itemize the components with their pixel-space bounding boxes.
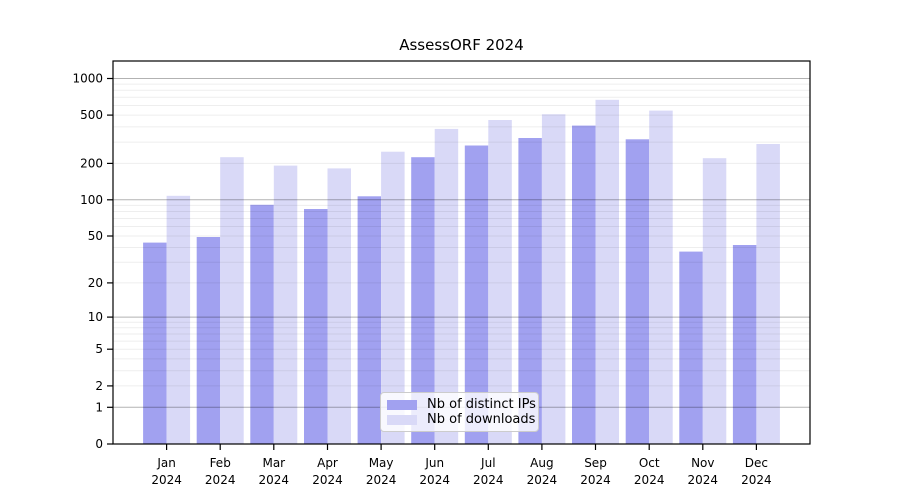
y-tick-label-0: 0 bbox=[95, 437, 103, 451]
y-tick-label-1000: 1000 bbox=[72, 72, 103, 86]
bar-distinct-ips-sep bbox=[572, 125, 596, 444]
x-tick-label-year-oct: 2024 bbox=[634, 473, 665, 487]
x-tick-label-year-dec: 2024 bbox=[741, 473, 772, 487]
chart-title: AssessORF 2024 bbox=[399, 36, 524, 54]
y-tick-label-1: 1 bbox=[95, 400, 103, 414]
x-tick-label-month-jan: Jan bbox=[156, 456, 176, 470]
bar-distinct-ips-jun bbox=[411, 157, 435, 444]
x-tick-label-month-oct: Oct bbox=[639, 456, 660, 470]
x-tick-label-month-mar: Mar bbox=[262, 456, 285, 470]
y-tick-label-50: 50 bbox=[88, 229, 103, 243]
x-tick-label-year-jan: 2024 bbox=[151, 473, 182, 487]
legend-item-distinct-ips: Nb of distinct IPs bbox=[387, 397, 536, 412]
x-tick-label-month-sep: Sep bbox=[584, 456, 607, 470]
bar-downloads-apr bbox=[327, 168, 351, 444]
x-tick-label-year-apr: 2024 bbox=[312, 473, 343, 487]
y-tick-label-5: 5 bbox=[95, 342, 103, 356]
x-tick-label-year-jun: 2024 bbox=[419, 473, 450, 487]
bar-downloads-dec bbox=[756, 144, 780, 444]
x-tick-label-month-dec: Dec bbox=[745, 456, 768, 470]
x-tick-label-year-mar: 2024 bbox=[259, 473, 290, 487]
x-tick-label-year-may: 2024 bbox=[366, 473, 397, 487]
x-tick-label-month-may: May bbox=[369, 456, 394, 470]
legend-swatch-downloads bbox=[387, 414, 417, 425]
y-tick-label-100: 100 bbox=[80, 193, 103, 207]
bar-downloads-nov bbox=[702, 158, 727, 444]
bar-downloads-jun bbox=[434, 128, 459, 444]
plot-border bbox=[112, 60, 811, 445]
bar-downloads-jan bbox=[166, 195, 191, 444]
x-tick-label-month-nov: Nov bbox=[691, 456, 714, 470]
bar-downloads-mar bbox=[273, 165, 298, 444]
bar-distinct-ips-jan bbox=[143, 242, 167, 444]
bar-downloads-aug bbox=[541, 114, 566, 445]
bar-downloads-feb bbox=[220, 157, 244, 444]
bar-distinct-ips-dec bbox=[732, 245, 757, 444]
x-tick-label-month-jul: Jul bbox=[480, 456, 495, 470]
bar-distinct-ips-aug bbox=[518, 138, 542, 444]
y-tick-label-200: 200 bbox=[80, 156, 103, 170]
bar-distinct-ips-oct bbox=[625, 139, 650, 445]
y-tick-label-500: 500 bbox=[80, 108, 103, 122]
bar-downloads-may bbox=[381, 151, 405, 444]
x-tick-label-month-feb: Feb bbox=[210, 456, 231, 470]
x-tick-label-year-nov: 2024 bbox=[688, 473, 719, 487]
bar-distinct-ips-feb bbox=[196, 237, 221, 444]
x-tick-label-year-jul: 2024 bbox=[473, 473, 504, 487]
legend-label-downloads: Nb of downloads bbox=[427, 412, 536, 427]
bar-downloads-oct bbox=[649, 110, 673, 444]
legend-item-downloads: Nb of downloads bbox=[387, 412, 535, 427]
y-tick-label-20: 20 bbox=[88, 276, 103, 290]
x-tick-label-year-sep: 2024 bbox=[580, 473, 611, 487]
y-tick-label-2: 2 bbox=[95, 379, 103, 393]
x-tick-label-month-aug: Aug bbox=[530, 456, 553, 470]
legend-box: Nb of distinct IPs Nb of downloads bbox=[380, 392, 539, 432]
x-tick-label-month-apr: Apr bbox=[317, 456, 338, 470]
bar-distinct-ips-nov bbox=[679, 251, 703, 444]
bar-distinct-ips-jul bbox=[464, 145, 489, 444]
bar-downloads-jul bbox=[488, 120, 512, 444]
legend-label-distinct-ips: Nb of distinct IPs bbox=[427, 397, 536, 412]
x-tick-label-month-jun: Jun bbox=[424, 456, 444, 470]
bar-downloads-sep bbox=[595, 99, 619, 445]
x-tick-label-year-feb: 2024 bbox=[205, 473, 236, 487]
bar-distinct-ips-apr bbox=[304, 209, 328, 444]
legend-swatch-distinct-ips bbox=[387, 399, 417, 410]
y-tick-label-10: 10 bbox=[88, 310, 103, 324]
x-tick-label-year-aug: 2024 bbox=[527, 473, 558, 487]
bar-distinct-ips-mar bbox=[250, 204, 274, 444]
bar-distinct-ips-may bbox=[357, 196, 382, 444]
